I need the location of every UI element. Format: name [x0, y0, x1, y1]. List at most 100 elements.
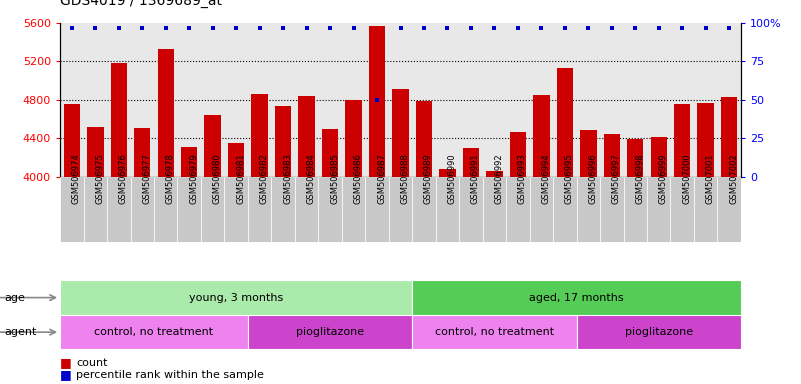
Bar — [670, 177, 694, 242]
Bar — [463, 148, 479, 177]
Text: agent: agent — [4, 327, 36, 337]
Bar — [577, 177, 600, 242]
Point — [276, 25, 289, 31]
Text: GSM506990: GSM506990 — [448, 153, 457, 204]
Bar — [181, 147, 197, 177]
Point — [159, 25, 172, 31]
Bar — [529, 177, 553, 242]
Text: GSM506997: GSM506997 — [612, 153, 621, 204]
Bar — [272, 177, 295, 242]
Point — [324, 25, 336, 31]
Bar — [83, 177, 107, 242]
Bar — [698, 103, 714, 177]
Bar — [604, 134, 620, 177]
Point — [183, 25, 195, 31]
Point — [89, 25, 102, 31]
Text: GSM506999: GSM506999 — [658, 153, 668, 204]
Bar — [178, 177, 201, 242]
Bar — [63, 104, 80, 177]
Bar — [459, 177, 483, 242]
Point — [699, 25, 712, 31]
Bar — [342, 177, 365, 242]
Text: GSM507002: GSM507002 — [729, 153, 739, 204]
Bar — [413, 315, 577, 349]
Point — [136, 25, 149, 31]
Bar — [275, 106, 292, 177]
Text: GSM507000: GSM507000 — [682, 153, 691, 204]
Text: GSM506974: GSM506974 — [72, 153, 81, 204]
Text: control, no treatment: control, no treatment — [435, 327, 554, 337]
Bar — [158, 49, 174, 177]
Bar — [248, 177, 272, 242]
Point — [66, 25, 78, 31]
Text: GSM506983: GSM506983 — [283, 153, 292, 204]
Point — [112, 25, 125, 31]
Bar — [718, 177, 741, 242]
Text: GSM507001: GSM507001 — [706, 153, 714, 204]
Point — [394, 25, 407, 31]
Bar — [365, 177, 388, 242]
Text: GSM506981: GSM506981 — [236, 153, 245, 204]
Text: percentile rank within the sample: percentile rank within the sample — [76, 370, 264, 380]
Bar — [224, 177, 248, 242]
Point — [441, 25, 454, 31]
Point — [253, 25, 266, 31]
Bar — [60, 280, 413, 315]
Bar — [577, 315, 741, 349]
Bar — [647, 177, 670, 242]
Bar — [413, 177, 436, 242]
Text: GSM506986: GSM506986 — [353, 153, 363, 204]
Point — [465, 25, 477, 31]
Point — [723, 25, 735, 31]
Text: aged, 17 months: aged, 17 months — [529, 293, 624, 303]
Text: ■: ■ — [60, 356, 72, 369]
Point — [582, 25, 594, 31]
Point — [535, 25, 548, 31]
Bar — [111, 63, 127, 177]
Point — [512, 25, 525, 31]
Text: young, 3 months: young, 3 months — [189, 293, 284, 303]
Bar — [694, 177, 718, 242]
Point — [230, 25, 243, 31]
Bar — [154, 177, 178, 242]
Text: GSM506985: GSM506985 — [330, 153, 339, 204]
Text: age: age — [4, 293, 25, 303]
Bar — [413, 280, 741, 315]
Bar — [557, 68, 573, 177]
Text: GSM506984: GSM506984 — [307, 153, 316, 204]
Text: count: count — [76, 358, 107, 368]
Text: GDS4019 / 1369689_at: GDS4019 / 1369689_at — [60, 0, 222, 8]
Text: GSM506979: GSM506979 — [189, 153, 198, 204]
Bar — [392, 89, 409, 177]
Point — [488, 25, 501, 31]
Bar — [60, 315, 248, 349]
Point — [558, 25, 571, 31]
Text: GSM506975: GSM506975 — [95, 153, 104, 204]
Bar — [388, 177, 413, 242]
Bar — [416, 101, 433, 177]
Bar — [345, 100, 362, 177]
Text: GSM506977: GSM506977 — [143, 153, 151, 204]
Bar — [204, 115, 221, 177]
Bar — [318, 177, 342, 242]
Text: GSM506992: GSM506992 — [494, 153, 503, 204]
Bar — [623, 177, 647, 242]
Bar — [201, 177, 224, 242]
Bar — [627, 139, 643, 177]
Bar — [368, 26, 385, 177]
Point — [417, 25, 430, 31]
Bar — [322, 129, 338, 177]
Bar — [600, 177, 623, 242]
Point — [207, 25, 219, 31]
Text: GSM506993: GSM506993 — [518, 153, 527, 204]
Bar — [483, 177, 506, 242]
Bar — [298, 96, 315, 177]
Point — [371, 97, 384, 103]
Text: GSM506978: GSM506978 — [166, 153, 175, 204]
Bar — [295, 177, 318, 242]
Bar — [553, 177, 577, 242]
Bar — [248, 315, 413, 349]
Bar — [721, 97, 738, 177]
Point — [347, 25, 360, 31]
Bar — [252, 94, 268, 177]
